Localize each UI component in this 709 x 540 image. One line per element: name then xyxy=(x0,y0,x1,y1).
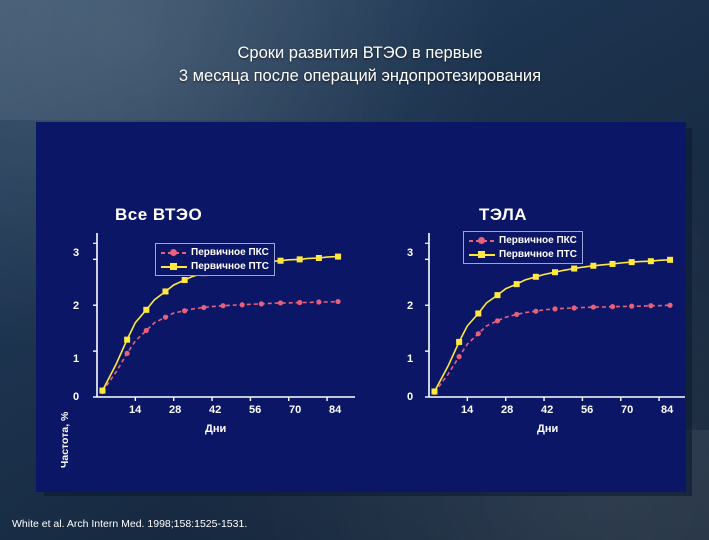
ytick-left-3: 3 xyxy=(73,247,80,259)
xtick-right-70: 70 xyxy=(621,404,634,416)
legend-item-right-pts: Первичное ПТС xyxy=(469,248,577,261)
figure-container: Все ВТЭО Частота, % Дни 3 2 1 0 14 28 42… xyxy=(36,122,686,492)
ytick-left-0: 0 xyxy=(73,391,80,403)
xtick-right-28: 28 xyxy=(501,404,514,416)
chart-panel-pe: ТЭЛА Дни 3 2 1 0 14 28 42 56 70 84 Перви… xyxy=(367,123,685,491)
slide-title-line-1: Сроки развития ВТЭО в первые xyxy=(237,44,483,62)
legend-label-left-pks: Первичное ПКС xyxy=(191,247,269,258)
chart-panel-all-vte: Все ВТЭО Частота, % Дни 3 2 1 0 14 28 42… xyxy=(37,123,367,491)
legend-swatch-pks-icon xyxy=(469,235,495,246)
xtick-left-28: 28 xyxy=(169,404,182,416)
legend-swatch-pts-icon xyxy=(161,261,187,272)
ytick-right-0: 0 xyxy=(407,391,414,403)
legend-item-right-pks: Первичное ПКС xyxy=(469,234,577,247)
chart-xlabel-left: Дни xyxy=(205,423,227,435)
chart-ylabel-left: Частота, % xyxy=(59,411,71,468)
ytick-left-2: 2 xyxy=(73,300,80,312)
xtick-left-14: 14 xyxy=(129,404,142,416)
xtick-right-42: 42 xyxy=(541,404,554,416)
xtick-left-42: 42 xyxy=(209,404,222,416)
citation-text: White et al. Arch Intern Med. 1998;158:1… xyxy=(12,518,248,530)
chart-title-right: ТЭЛА xyxy=(479,205,528,224)
chart-xlabel-right: Дни xyxy=(537,423,559,435)
legend-left: Первичное ПКС Первичное ПТС xyxy=(155,243,275,276)
xtick-left-56: 56 xyxy=(249,404,262,416)
plot-area-left xyxy=(93,233,355,401)
legend-item-left-pks: Первичное ПКС xyxy=(161,246,269,259)
legend-label-right-pks: Первичное ПКС xyxy=(499,235,577,246)
ytick-right-3: 3 xyxy=(407,247,414,259)
xtick-left-84: 84 xyxy=(329,404,342,416)
legend-label-right-pts: Первичное ПТС xyxy=(499,249,577,260)
slide-title: Сроки развития ВТЭО в первые 3 месяца по… xyxy=(60,42,660,88)
xtick-left-70: 70 xyxy=(289,404,302,416)
plot-area-right xyxy=(425,233,685,401)
legend-right: Первичное ПКС Первичное ПТС xyxy=(463,231,583,264)
ytick-right-1: 1 xyxy=(407,353,414,365)
legend-item-left-pts: Первичное ПТС xyxy=(161,260,269,273)
ytick-right-2: 2 xyxy=(407,300,414,312)
xtick-right-56: 56 xyxy=(581,404,594,416)
legend-swatch-pks-icon xyxy=(161,247,187,258)
chart-title-left: Все ВТЭО xyxy=(115,205,203,224)
xtick-right-84: 84 xyxy=(661,404,674,416)
legend-swatch-pts-icon xyxy=(469,249,495,260)
slide-title-line-2: 3 месяца после операций эндопротезирован… xyxy=(178,67,542,85)
xtick-right-14: 14 xyxy=(461,404,474,416)
legend-label-left-pts: Первичное ПТС xyxy=(191,261,269,272)
ytick-left-1: 1 xyxy=(73,353,80,365)
